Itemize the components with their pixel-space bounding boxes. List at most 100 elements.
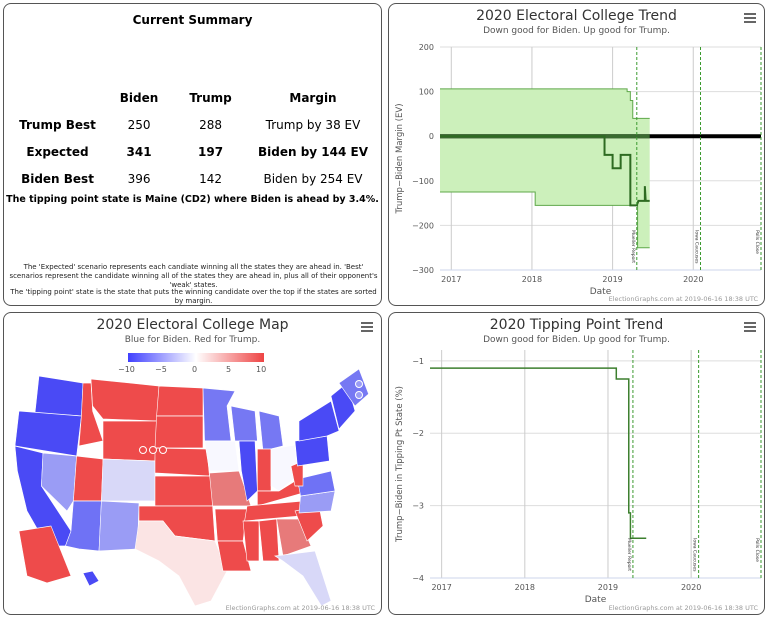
margin: Biden by 254 EV [263, 171, 363, 186]
state-indiana [257, 448, 272, 492]
chart-title: 2020 Electoral College Trend [476, 8, 677, 24]
table-row: Trump Best 250 288 Trump by 38 EV [10, 111, 378, 138]
map-subtitle: Blue for Biden. Red for Trump. [124, 335, 261, 345]
y-axis-title: Trump−Biden in Tipping Pt State (%) [395, 386, 405, 543]
credit[interactable]: ElectionGraphs.com at 2019-06-16 18:38 U… [225, 604, 375, 612]
trump-ev: 197 [198, 144, 224, 159]
maine-district-marker [355, 380, 363, 388]
legend-tick: −5 [155, 365, 167, 374]
chart-subtitle: Down good for Biden. Up good for Trump. [483, 26, 670, 36]
color-legend-ticks: −10 −5 0 5 10 [118, 365, 274, 375]
x-axis-title: Date [585, 595, 607, 605]
state-iowa [204, 440, 240, 472]
y-tick-label: −300 [412, 266, 434, 275]
state-minnesota [202, 387, 236, 442]
event-label: Mueller Report [626, 538, 632, 571]
x-tick-label: 2017 [441, 275, 461, 284]
biden-ev: 341 [126, 144, 152, 159]
hamburger-menu-icon[interactable] [361, 322, 373, 332]
event-label: Polls Close [754, 230, 760, 254]
nebraska-district-marker [139, 446, 147, 454]
y-tick-label: −2 [412, 429, 424, 438]
state-texas [134, 520, 228, 607]
color-legend-bar [128, 353, 264, 362]
credit[interactable]: ElectionGraphs.com at 2019-06-16 18:38 U… [608, 604, 758, 612]
tipping-point-chart: −1 −2 −3 −4 2017 2018 2019 2020 Date Trump−Biden … [395, 350, 762, 605]
state-mississippi [242, 520, 260, 562]
band-upper-line [440, 88, 650, 119]
table-row: Expected 341 197 Biden by 144 EV [10, 138, 378, 165]
state-alabama [258, 518, 280, 562]
header-biden: Biden [119, 90, 159, 105]
state-louisiana [217, 540, 252, 572]
row-label: Biden Best [21, 171, 94, 186]
credit[interactable]: ElectionGraphs.com at 2019-06-16 18:38 U… [608, 295, 758, 303]
state-nevada [41, 452, 77, 512]
row-label: Trump Best [19, 117, 96, 132]
state-michigan [258, 410, 284, 452]
series-line [440, 135, 650, 207]
y-tick-label: 200 [419, 43, 434, 52]
us-map [14, 368, 369, 607]
y-tick-label: −100 [412, 177, 434, 186]
legend-tick: 0 [192, 365, 198, 374]
chart-title: 2020 Tipping Point Trend [489, 317, 664, 333]
x-tick-label: 2020 [683, 275, 703, 284]
state-new-york [298, 400, 340, 442]
tipping-point-note: The 'tipping point' state is the state t… [10, 288, 377, 305]
state-ohio [270, 444, 298, 492]
ev-trend-chart: 200 100 0 −100 −200 −300 2017 2018 2019 2020 Date T… [395, 43, 762, 297]
margin: Trump by 38 EV [265, 117, 361, 132]
tipping-point-text: The tipping point state is Maine (CD2) w… [6, 194, 379, 205]
trump-ev: 288 [199, 117, 222, 132]
chart-subtitle: Down good for Biden. Up good for Trump. [483, 335, 670, 345]
margin: Biden by 144 EV [257, 144, 368, 159]
x-tick-label: 2018 [515, 583, 535, 592]
current-summary-panel: Current Summary Biden Trump Margin Trump… [3, 3, 382, 306]
state-washington [34, 375, 84, 417]
scenario-note: The 'Expected' scenario represents each … [9, 263, 378, 289]
state-illinois [238, 440, 258, 502]
legend-tick: −10 [118, 365, 135, 374]
state-arkansas [214, 508, 248, 542]
state-kansas [154, 475, 213, 507]
biden-ev: 250 [127, 117, 151, 132]
biden-ev: 396 [127, 171, 151, 186]
state-arizona [64, 500, 102, 552]
event-label: Polls Close [754, 538, 760, 562]
state-south-dakota [154, 415, 204, 449]
event-label: Mueller Report [630, 230, 636, 263]
header-blank [10, 84, 105, 111]
state-alaska [18, 525, 72, 584]
y-tick-label: −200 [412, 221, 434, 230]
maine-district-marker [355, 391, 363, 399]
header-margin: Margin [289, 90, 337, 105]
series-line [430, 367, 647, 539]
x-axis-title: Date [590, 287, 612, 297]
x-tick-label: 2017 [431, 583, 451, 592]
x-tick-label: 2019 [602, 275, 622, 284]
x-tick-label: 2020 [681, 583, 701, 592]
y-axis-title: Trump−Biden Margin (EV) [395, 103, 405, 214]
summary-header-row: Biden Trump Margin [10, 84, 378, 111]
row-label: Expected [26, 144, 89, 159]
state-north-dakota [156, 385, 204, 417]
state-wyoming [102, 420, 157, 462]
event-label: Iowa Caucuses [694, 230, 700, 264]
y-tick-label: −4 [412, 574, 424, 583]
legend-tick: 5 [226, 365, 232, 374]
state-wisconsin [230, 405, 258, 442]
y-tick-label: −1 [412, 357, 424, 366]
event-label: Iowa Caucuses [692, 538, 698, 572]
band-lower-line [440, 191, 650, 249]
state-colorado [101, 458, 156, 502]
state-montana [90, 378, 160, 422]
tipping-point-trend-panel: 2020 Tipping Point Trend Down good for B… [388, 312, 765, 615]
hamburger-menu-icon[interactable] [744, 322, 756, 332]
nebraska-district-marker [149, 446, 157, 454]
map-states [14, 368, 369, 607]
summary-title: Current Summary [132, 13, 253, 27]
y-tick-label: 100 [419, 88, 434, 97]
hamburger-menu-icon[interactable] [744, 13, 756, 23]
x-tick-label: 2018 [522, 275, 542, 284]
